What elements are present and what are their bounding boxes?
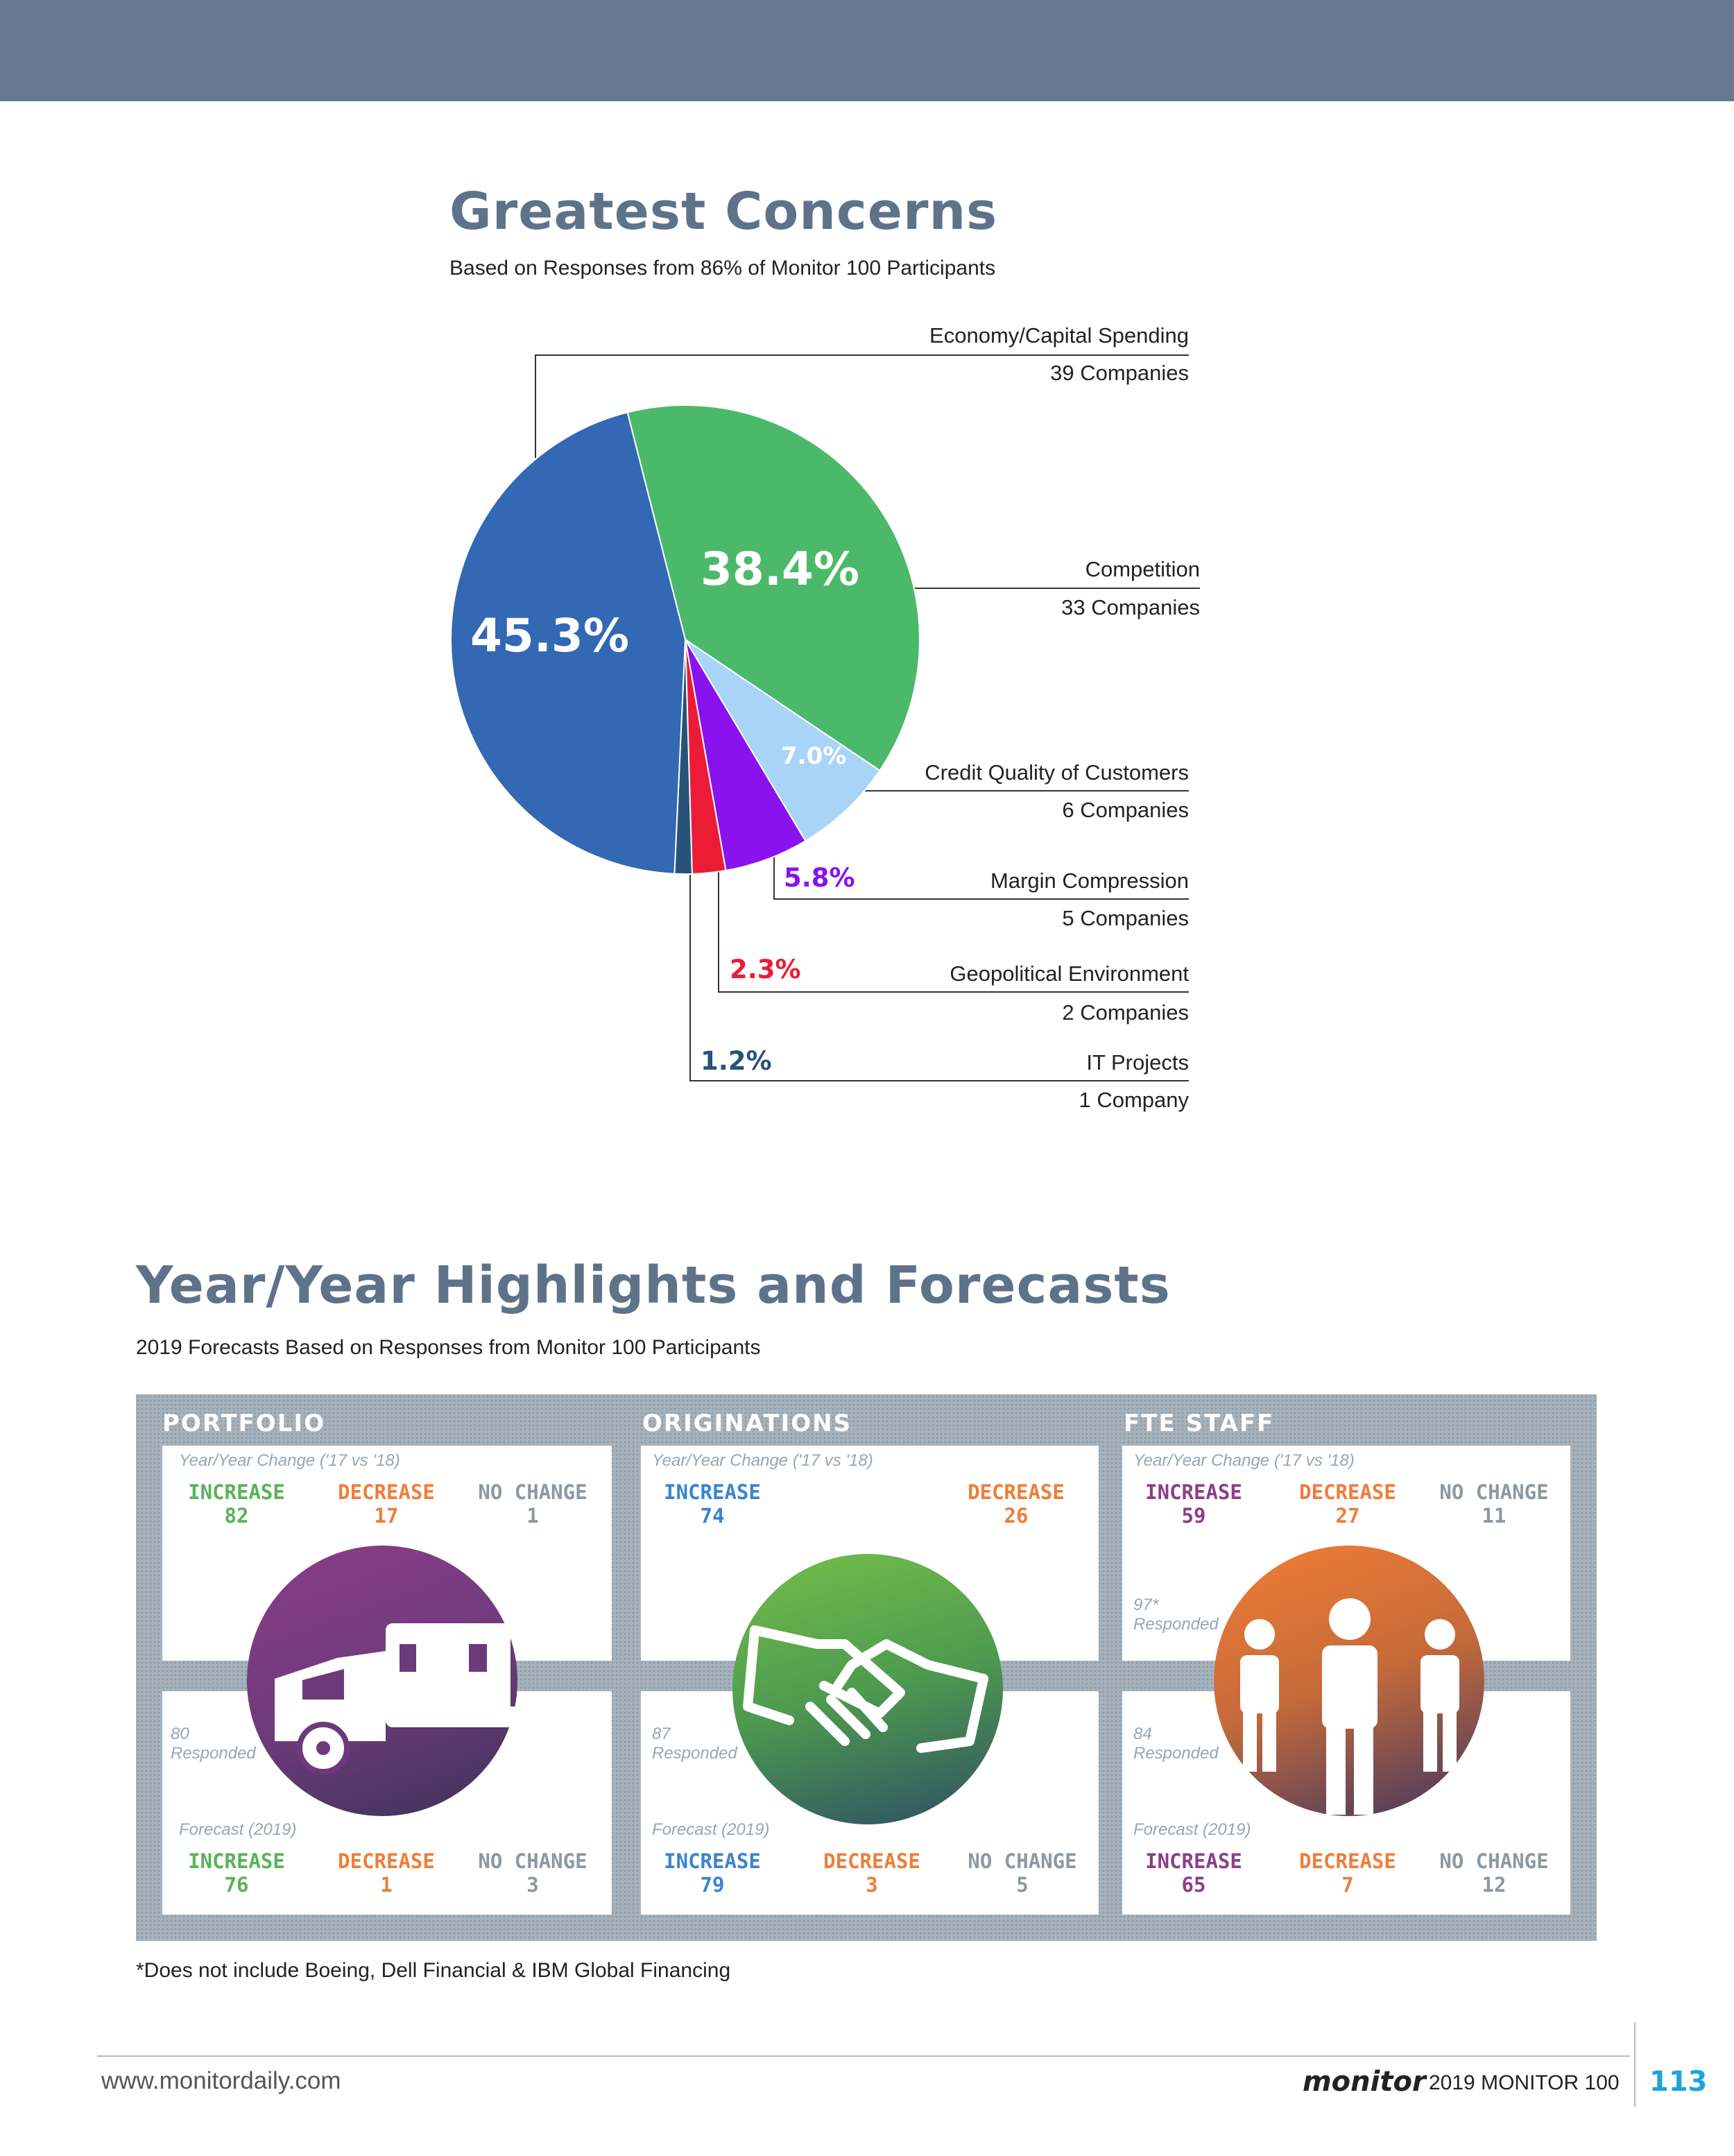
- fte-staff-yoy-increase: INCREASE 59: [1145, 1480, 1242, 1528]
- footer-divider: [1634, 2022, 1636, 2107]
- slice-label-credit: 7.0%: [781, 742, 847, 770]
- people-icon: [1240, 1598, 1459, 1815]
- fte-staff-title: FTE STAFF: [1124, 1410, 1275, 1437]
- greatest-concerns-pie-chart: [450, 354, 1200, 1081]
- fte-staff-forecast-increase: INCREASE 65: [1145, 1849, 1242, 1897]
- fte-staff-responded: 84 Responded: [1133, 1725, 1219, 1763]
- top-banner: [0, 0, 1734, 101]
- originations-yoy-decrease: DECREASE 26: [968, 1480, 1065, 1528]
- fte-staff-forecast-no-change: NO CHANGE 12: [1439, 1849, 1549, 1897]
- portfolio-forecast-no-change: NO CHANGE 3: [478, 1849, 587, 1897]
- legend-competition-name: Competition: [1085, 557, 1200, 581]
- originations-title: ORIGINATIONS: [642, 1410, 852, 1437]
- highlights-title: Year/Year Highlights and Forecasts: [136, 1256, 1171, 1315]
- page-number: 113: [1649, 2066, 1708, 2098]
- leader-margin: [773, 849, 1189, 900]
- portfolio-yoy-increase: INCREASE 82: [188, 1480, 285, 1528]
- legend-geopolitical-count: 2 Companies: [1062, 1000, 1189, 1025]
- leader-economy: [535, 354, 1189, 458]
- legend-margin-count: 5 Companies: [1062, 906, 1189, 930]
- slice-label-margin: 5.8%: [784, 863, 855, 893]
- pie-slice-competition: [626, 404, 920, 772]
- footer-url[interactable]: www.monitordaily.com: [101, 2067, 341, 2094]
- highlights-subtitle: 2019 Forecasts Based on Responses from M…: [136, 1336, 761, 1359]
- legend-credit-count: 6 Companies: [1062, 798, 1189, 822]
- originations-yoy-label: Year/Year Change ('17 vs '18): [652, 1451, 873, 1470]
- footer-brand-logo: monitor: [1303, 2066, 1426, 2098]
- fte-staff-yoy-label: Year/Year Change ('17 vs '18): [1133, 1451, 1355, 1470]
- originations-forecast-increase: INCREASE 79: [664, 1849, 761, 1897]
- truck-icon: [275, 1623, 531, 1774]
- slice-label-it: 1.2%: [701, 1046, 772, 1076]
- slice-label-geopolitical: 2.3%: [730, 955, 801, 984]
- footer-edition: 2019 MONITOR 100: [1429, 2071, 1620, 2094]
- pie-slice-margin-compression: [685, 639, 807, 872]
- legend-economy-count: 39 Companies: [1050, 361, 1189, 385]
- fte-staff-yoy-no-change: NO CHANGE 11: [1439, 1480, 1549, 1528]
- legend-it-count: 1 Company: [1079, 1088, 1189, 1112]
- highlights-footnote: *Does not include Boeing, Dell Financial…: [136, 1959, 731, 1982]
- pie-slice-economy-capital-spending: [450, 411, 687, 875]
- handshake-icon: [743, 1625, 988, 1753]
- originations-forecast-decrease: DECREASE 3: [823, 1849, 920, 1897]
- leader-it: [689, 871, 1189, 1081]
- legend-it-name: IT Projects: [1086, 1050, 1189, 1075]
- originations-forecast-label: Forecast (2019): [652, 1820, 770, 1839]
- portfolio-yoy-label: Year/Year Change ('17 vs '18): [179, 1451, 400, 1470]
- concerns-title: Greatest Concerns: [449, 182, 998, 241]
- highlights-infographic: PORTFOLIO Year/Year Change ('17 vs '18) …: [136, 1394, 1597, 1941]
- legend-credit-name: Credit Quality of Customers: [925, 760, 1189, 785]
- portfolio-forecast-decrease: DECREASE 1: [338, 1849, 435, 1897]
- portfolio-forecast-increase: INCREASE 76: [188, 1849, 285, 1897]
- portfolio-yoy-decrease: DECREASE 17: [338, 1480, 435, 1528]
- portfolio-yoy-no-change: NO CHANGE 1: [478, 1480, 587, 1528]
- legend-economy-name: Economy/Capital Spending: [929, 323, 1189, 348]
- leader-geopolitical: [718, 870, 1189, 993]
- fte-staff-yoy-decrease: DECREASE 27: [1299, 1480, 1396, 1528]
- portfolio-responded: 80 Responded: [171, 1725, 256, 1763]
- originations-circle: [732, 1554, 1003, 1824]
- legend-competition-count: 33 Companies: [1061, 595, 1200, 619]
- fte-staff-responded-top: 97* Responded: [1133, 1595, 1219, 1634]
- originations-yoy-increase: INCREASE 74: [664, 1480, 761, 1528]
- slice-label-competition: 38.4%: [701, 542, 859, 596]
- pie-slice-credit-quality-of-customers: [685, 639, 881, 842]
- legend-geopolitical-name: Geopolitical Environment: [950, 961, 1189, 986]
- fte-staff-forecast-decrease: DECREASE 7: [1299, 1849, 1396, 1897]
- originations-forecast-no-change: NO CHANGE 5: [968, 1849, 1077, 1897]
- fte-staff-forecast-label: Forecast (2019): [1133, 1820, 1251, 1839]
- concerns-subtitle: Based on Responses from 86% of Monitor 1…: [449, 257, 996, 280]
- slice-label-economy: 45.3%: [470, 609, 629, 662]
- portfolio-forecast-label: Forecast (2019): [179, 1820, 297, 1839]
- portfolio-title: PORTFOLIO: [162, 1410, 326, 1437]
- originations-responded: 87 Responded: [652, 1725, 737, 1763]
- legend-margin-name: Margin Compression: [990, 869, 1189, 893]
- footer-rule: [97, 2055, 1630, 2057]
